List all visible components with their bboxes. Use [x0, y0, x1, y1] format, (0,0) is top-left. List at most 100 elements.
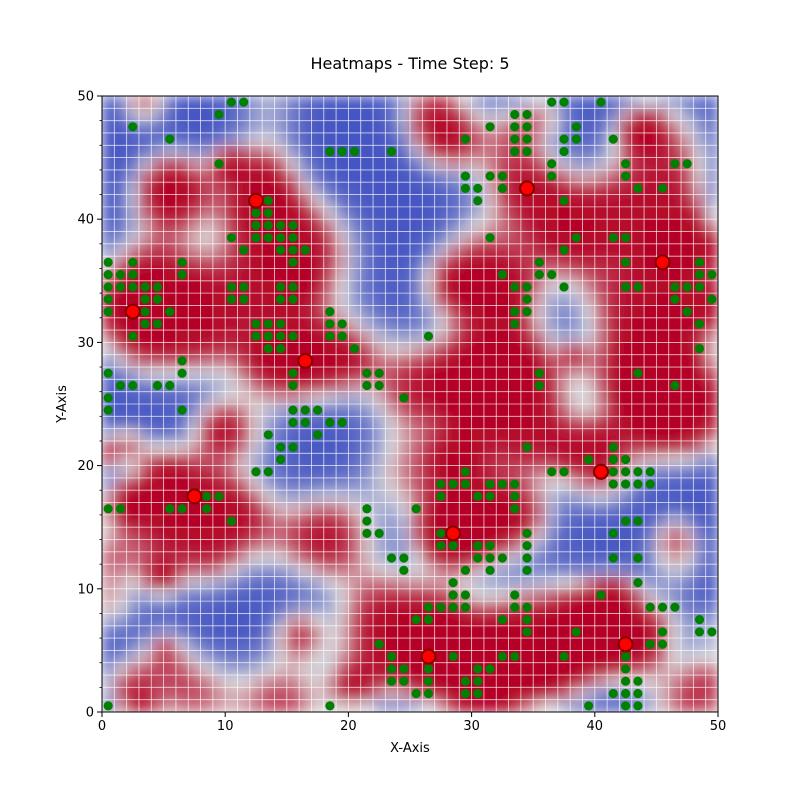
green-marker — [522, 146, 532, 157]
heatmap-cell — [274, 169, 288, 183]
heatmap-cell — [557, 268, 571, 282]
heatmap-cell — [373, 219, 386, 232]
heatmap-cell — [102, 564, 115, 577]
green-marker — [522, 528, 532, 538]
heatmap-cell — [594, 391, 608, 405]
heatmap-cell — [656, 219, 669, 232]
heatmap-cell — [705, 243, 718, 257]
heatmap-cell — [138, 206, 152, 220]
heatmap-cell — [644, 132, 657, 146]
heatmap-cell — [410, 564, 423, 577]
heatmap-cell — [385, 638, 398, 651]
heatmap-cell — [151, 588, 164, 602]
green-marker — [522, 553, 532, 563]
heatmap-cell — [410, 551, 423, 565]
heatmap-cell — [151, 145, 164, 158]
heatmap-cell — [471, 453, 485, 466]
heatmap-cell — [631, 317, 645, 331]
heatmap-cell — [126, 293, 140, 306]
heatmap-cell — [459, 256, 472, 269]
green-marker — [337, 331, 347, 341]
heatmap-cell — [557, 613, 571, 627]
green-marker — [510, 109, 520, 120]
heatmap-cell — [373, 317, 386, 331]
heatmap-cell — [471, 317, 485, 331]
heatmap-cell — [286, 477, 300, 491]
heatmap-cell — [348, 502, 361, 516]
heatmap-cell — [212, 551, 226, 565]
green-marker — [226, 97, 236, 107]
green-marker — [633, 467, 643, 477]
heatmap-cell — [520, 588, 534, 602]
heatmap-cell — [422, 293, 435, 306]
heatmap-cell — [545, 601, 559, 614]
heatmap-cell — [114, 182, 127, 195]
heatmap-cell — [607, 675, 620, 688]
green-marker — [473, 196, 483, 206]
heatmap-cell — [299, 699, 312, 712]
heatmap-cell — [471, 293, 485, 306]
heatmap-cell — [249, 527, 263, 540]
heatmap-cell — [311, 440, 325, 454]
heatmap-cell — [336, 219, 349, 232]
green-marker — [559, 282, 569, 292]
heatmap-cell — [434, 650, 448, 663]
heatmap-cell — [508, 514, 522, 528]
heatmap-cell — [446, 256, 460, 269]
heatmap-cell — [410, 588, 423, 602]
heatmap-cell — [410, 379, 423, 392]
green-marker — [226, 294, 236, 304]
heatmap-cell — [114, 194, 127, 208]
y-tick-label: 20 — [77, 459, 94, 474]
green-marker — [547, 97, 557, 107]
red-marker — [420, 648, 437, 665]
heatmap-cell — [570, 268, 583, 282]
heatmap-cell — [508, 527, 522, 540]
heatmap-cell — [471, 440, 485, 454]
heatmap-cell — [656, 477, 669, 491]
heatmap-cell — [668, 539, 682, 553]
heatmap-cell — [471, 330, 485, 343]
heatmap-cell — [126, 108, 140, 121]
heatmap-cell — [262, 256, 275, 269]
heatmap-cell — [483, 256, 497, 269]
heatmap-cell — [496, 108, 509, 121]
heatmap-cell — [496, 576, 509, 590]
green-marker — [621, 701, 631, 711]
heatmap-cell — [323, 293, 337, 306]
heatmap-cell — [557, 625, 571, 639]
heatmap-cell — [336, 465, 349, 479]
heatmap-cell — [619, 330, 633, 343]
heatmap-cell — [410, 539, 423, 553]
heatmap-cell — [102, 416, 115, 429]
heatmap-cell — [249, 588, 263, 602]
heatmap-cell — [410, 96, 423, 109]
heatmap-cell — [397, 108, 411, 121]
heatmap-cell — [705, 613, 718, 627]
heatmap-cell — [262, 268, 275, 282]
heatmap-cell — [373, 120, 386, 134]
heatmap-cell — [299, 490, 312, 503]
heatmap-cell — [410, 280, 423, 294]
heatmap-cell — [360, 231, 374, 245]
heatmap-cell — [434, 687, 448, 700]
heatmap-cell — [262, 280, 275, 294]
green-marker — [473, 553, 483, 563]
heatmap-cell — [225, 256, 238, 269]
heatmap-cell — [323, 182, 337, 195]
heatmap-cell — [496, 440, 509, 454]
heatmap-cell — [557, 588, 571, 602]
heatmap-cell — [668, 453, 682, 466]
heatmap-cell — [163, 268, 177, 282]
heatmap-cell — [311, 206, 325, 220]
heatmap-cell — [348, 354, 361, 368]
heatmap-cell — [299, 662, 312, 676]
heatmap-cell — [311, 699, 325, 712]
heatmap-cell — [237, 613, 251, 627]
plot-frame — [101, 95, 719, 713]
heatmap-cell — [212, 687, 226, 700]
heatmap-cell — [557, 428, 571, 442]
green-marker — [584, 454, 594, 465]
heatmap-cell — [422, 564, 435, 577]
heatmap-cell — [656, 404, 669, 417]
